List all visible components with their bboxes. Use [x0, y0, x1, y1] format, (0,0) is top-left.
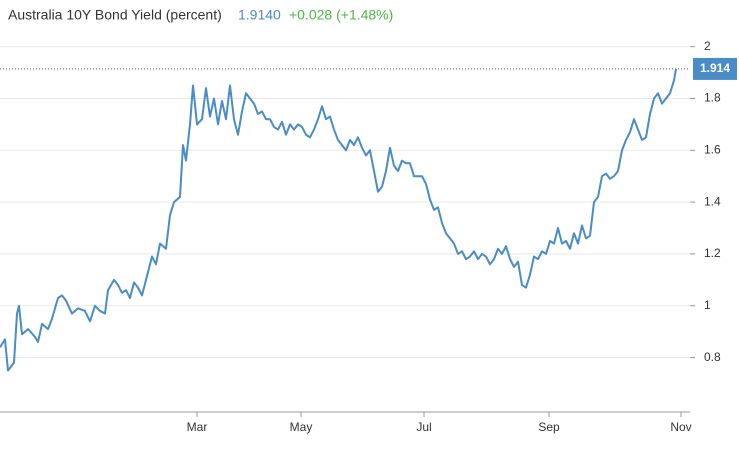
x-tick-label: Mar [187, 420, 208, 434]
y-tick-label: 1.2 [704, 246, 721, 260]
line-series [0, 68, 677, 372]
last-value-badge [693, 57, 737, 80]
y-tick-label: 1.4 [704, 194, 721, 208]
last-value-label: 1.914 [700, 61, 730, 75]
y-tick-label: 1.8 [704, 91, 721, 105]
x-tick-label: Nov [670, 420, 691, 434]
price: 1.9140 [238, 7, 281, 23]
change: +0.028 (+1.48%) [289, 7, 393, 23]
x-tick-label: May [290, 420, 313, 434]
y-tick-label: 1 [704, 298, 711, 312]
y-tick-label: 2 [704, 39, 711, 53]
y-tick-label: 1.6 [704, 142, 721, 156]
chart-title: Australia 10Y Bond Yield (percent) [8, 7, 222, 23]
x-tick-label: Jul [416, 420, 431, 434]
y-tick-label: 0.8 [704, 350, 721, 364]
x-tick-label: Sep [538, 420, 560, 434]
